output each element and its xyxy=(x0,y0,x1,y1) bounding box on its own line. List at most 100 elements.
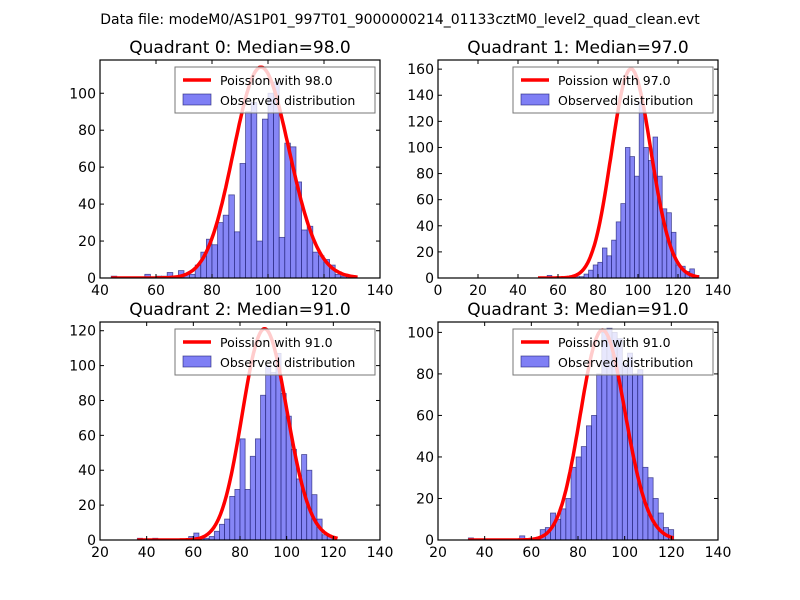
y-tick-label: 0 xyxy=(87,533,96,549)
x-tick-label: 60 xyxy=(147,283,165,299)
panel-quadrant-3: Quadrant 3: Median=91.0 20 40 60 80 100 120 140… xyxy=(407,300,731,561)
histogram-bar xyxy=(229,495,236,540)
x-tick-label: 80 xyxy=(203,283,221,299)
panel-quadrant-2: Quadrant 2: Median=91.0 20 40 60 80 100 120 140… xyxy=(69,300,393,561)
x-tick-label: 60 xyxy=(184,545,202,561)
plot-area xyxy=(136,326,339,540)
legend-label-observed: Observed distribution xyxy=(558,355,693,370)
histogram-bar xyxy=(588,269,594,278)
histogram-bar xyxy=(575,456,582,540)
y-tick-label: 100 xyxy=(69,359,96,375)
panel-quadrant-0: Quadrant 0: Median=98.0 40 60 80 100 120 140 0 2… xyxy=(69,38,393,299)
x-tick-label: 140 xyxy=(705,545,732,561)
histogram-bar xyxy=(278,236,286,278)
legend-bar-swatch xyxy=(520,355,550,368)
legend: Poission with 98.0 Observed distribution xyxy=(174,66,376,114)
histogram-bar xyxy=(596,373,603,540)
x-tick-label: 100 xyxy=(255,283,282,299)
y-tick-label: 20 xyxy=(416,491,434,507)
histogram-bar xyxy=(565,498,572,540)
legend-label-observed: Observed distribution xyxy=(558,93,693,108)
y-tick-label: 40 xyxy=(416,219,434,235)
y-tick-label: 20 xyxy=(78,234,96,250)
y-tick-label: 40 xyxy=(78,197,96,213)
histogram-bar xyxy=(249,455,256,540)
histogram-bar xyxy=(217,222,224,278)
x-tick-label: 80 xyxy=(569,545,587,561)
y-tick-label: 120 xyxy=(69,324,96,340)
histogram-bar xyxy=(239,438,246,540)
legend-label-observed: Observed distribution xyxy=(220,355,355,370)
histogram-bar xyxy=(234,489,241,540)
y-tick-label: 40 xyxy=(416,450,434,466)
histogram-bar xyxy=(592,264,599,278)
legend-box xyxy=(512,66,714,114)
histogram-bar xyxy=(620,203,626,278)
histogram-bar xyxy=(586,425,592,540)
legend: Poission with 97.0 Observed distribution xyxy=(512,66,714,114)
y-tick-label: 80 xyxy=(78,123,96,139)
histogram-bar xyxy=(228,194,235,278)
y-tick-label: 20 xyxy=(416,245,434,261)
histogram-bar xyxy=(250,102,258,278)
histogram-bar xyxy=(634,175,640,278)
histogram-bar xyxy=(570,466,577,540)
histogram-bar xyxy=(280,393,287,540)
histogram-bar xyxy=(637,369,644,540)
histogram-bar xyxy=(625,147,631,278)
histogram-bar xyxy=(233,231,241,278)
legend-label-observed: Observed distribution xyxy=(220,93,355,108)
histogram-bar xyxy=(621,363,628,540)
x-tick-label: 20 xyxy=(91,545,109,561)
poisson-curve xyxy=(467,328,675,540)
histogram-bar xyxy=(648,160,654,278)
histogram-bar xyxy=(284,142,291,278)
histogram-bar xyxy=(602,247,608,278)
y-tick-label: 140 xyxy=(407,88,434,104)
x-tick-label: 120 xyxy=(311,283,338,299)
x-tick-label: 0 xyxy=(434,283,443,299)
x-tick-label: 80 xyxy=(589,283,607,299)
x-tick-label: 20 xyxy=(429,545,447,561)
panel-title: Quadrant 0: Median=98.0 xyxy=(129,38,351,58)
histogram-bar xyxy=(213,530,220,540)
figure-suptitle: Data file: modeM0/AS1P01_997T01_90000002… xyxy=(100,12,700,28)
histogram-bar xyxy=(629,156,635,278)
x-tick-label: 40 xyxy=(91,283,109,299)
x-tick-label: 100 xyxy=(273,545,300,561)
y-tick-label: 100 xyxy=(407,140,434,156)
histogram-bar xyxy=(224,518,231,540)
y-tick-label: 60 xyxy=(78,160,96,176)
x-tick-label: 120 xyxy=(320,545,347,561)
histogram-bar xyxy=(296,478,303,540)
histogram-bar xyxy=(261,118,269,278)
histogram-bar xyxy=(256,240,263,278)
histogram-bar xyxy=(611,239,617,278)
axes-frame xyxy=(99,59,381,279)
panel-title: Quadrant 1: Median=97.0 xyxy=(467,38,689,58)
histogram-bar xyxy=(222,214,230,278)
legend-label-poisson: Poission with 91.0 xyxy=(558,335,671,350)
x-tick-label: 60 xyxy=(549,283,567,299)
histogram-bar xyxy=(166,272,174,278)
x-tick-label: 140 xyxy=(367,283,394,299)
histogram-bar xyxy=(254,438,261,540)
x-tick-label: 100 xyxy=(625,283,652,299)
y-tick-label: 60 xyxy=(416,193,434,209)
axes-frame xyxy=(437,59,719,279)
y-tick-label: 0 xyxy=(87,271,96,287)
legend-label-poisson: Poission with 98.0 xyxy=(220,73,333,88)
legend-bar-swatch xyxy=(520,93,550,106)
y-tick-label: 100 xyxy=(69,86,96,102)
y-tick-label: 60 xyxy=(416,408,434,424)
legend-label-poisson: Poission with 91.0 xyxy=(220,335,333,350)
panel-quadrant-1: Quadrant 1: Median=97.0 0 20 40 60 80 100 120 14… xyxy=(407,38,731,299)
x-tick-label: 140 xyxy=(367,545,394,561)
x-tick-label: 40 xyxy=(476,545,494,561)
histogram-bar xyxy=(239,163,246,278)
y-tick-label: 80 xyxy=(416,167,434,183)
histogram-bar xyxy=(657,512,664,540)
x-tick-label: 120 xyxy=(658,545,685,561)
x-tick-label: 120 xyxy=(665,283,692,299)
histogram-bar xyxy=(615,221,622,278)
